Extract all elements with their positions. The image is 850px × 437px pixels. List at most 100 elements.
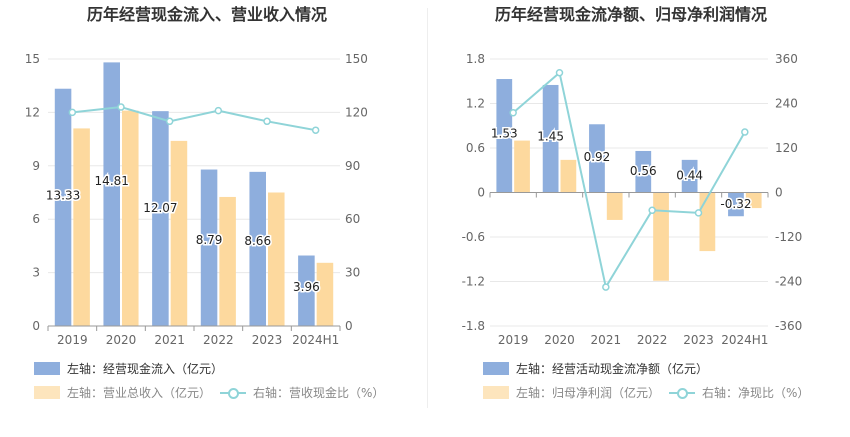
series-point (602, 283, 610, 291)
data-label: 8.79 (196, 233, 223, 247)
y-tick-left: 9 (32, 159, 40, 173)
x-tick-label: 2022 (203, 333, 234, 347)
data-label: 0.44 (676, 169, 703, 183)
bar-secondary (219, 196, 236, 326)
bar-secondary (170, 140, 188, 326)
series-point (311, 126, 320, 134)
x-tick-label: 2024H1 (721, 333, 768, 347)
x-tick-label: 2024H1 (292, 333, 339, 347)
legend-label: 左轴：归母净利润（亿元） (516, 386, 661, 400)
y-tick-right: 120 (775, 141, 798, 155)
series-point (214, 106, 223, 115)
bar-primary (298, 255, 315, 326)
series-point (741, 128, 749, 136)
bar-primary (200, 169, 218, 326)
data-label: 13.33 (46, 188, 80, 202)
legend-line-icon (220, 386, 246, 399)
chart-title: 历年经营现金流入、营业收入情况 (87, 5, 327, 24)
data-label: 0.56 (630, 164, 657, 178)
bar-secondary (122, 110, 139, 327)
data-label: 3.96 (293, 280, 320, 294)
x-tick-label: 2019 (57, 333, 88, 347)
series-point (509, 109, 517, 117)
bar-secondary (514, 140, 530, 193)
y-tick-left: -0.6 (462, 230, 485, 244)
legend-item-revenue[interactable]: 左轴：营业总收入（亿元） (34, 384, 211, 401)
bar-secondary (745, 192, 762, 209)
x-tick-label: 2020 (544, 333, 575, 347)
y-tick-right: 0 (775, 186, 783, 200)
y-tick-right: 360 (775, 52, 798, 66)
series-point (648, 206, 656, 215)
legend-swatch (483, 362, 509, 375)
series-point (165, 117, 174, 126)
x-tick-label: 2023 (252, 333, 283, 347)
y-tick-left: 15 (25, 52, 40, 66)
bar-primary (681, 159, 698, 193)
legend-swatch (34, 362, 60, 375)
y-tick-right: 240 (775, 97, 798, 111)
chart-title: 历年经营现金流净额、归母净利润情况 (495, 5, 767, 24)
y-tick-right: 90 (345, 159, 360, 173)
bar-secondary (268, 192, 285, 326)
y-tick-right: 120 (345, 105, 368, 119)
y-tick-left: 6 (32, 212, 40, 226)
y-tick-right: -360 (775, 319, 802, 333)
series-line (72, 106, 316, 132)
bar-secondary (699, 192, 716, 252)
data-label: 14.81 (95, 174, 129, 188)
series-point (117, 103, 125, 111)
y-tick-left: 1.2 (466, 97, 485, 111)
y-tick-left: -1.8 (462, 319, 485, 333)
data-label: 12.07 (143, 201, 177, 215)
y-tick-right: -240 (775, 275, 802, 289)
legend-item-net-profit[interactable]: 左轴：归母净利润（亿元） (483, 384, 660, 401)
data-label: 1.45 (537, 130, 564, 144)
y-tick-right: -120 (775, 230, 802, 244)
y-tick-left: 0 (32, 319, 40, 333)
y-tick-right: 150 (345, 52, 368, 66)
y-tick-right: 30 (345, 266, 360, 280)
y-tick-left: 1.8 (466, 52, 485, 66)
chart-panel-cash-inflow-revenue: 历年经营现金流入、营业收入情况 0 0 3 30 6 60 9 90 12 120 15 150 201… (25, 5, 368, 347)
bar-primary (249, 171, 266, 326)
y-tick-right: 0 (345, 319, 353, 333)
legend-item-net-cash-ratio[interactable]: 右轴：净现比（%） (669, 384, 809, 401)
legend-label: 左轴：经营活动现金流净额（亿元） (516, 362, 709, 376)
bar-primary (496, 79, 513, 193)
bar-primary (152, 111, 169, 327)
series-point (68, 108, 77, 117)
series-point (555, 68, 564, 77)
x-tick-label: 2022 (637, 333, 668, 347)
legend-label: 左轴：营业总收入（亿元） (67, 386, 212, 400)
bar-primary (54, 88, 72, 326)
chart-panel-net-cash-profit: 历年经营现金流净额、归母净利润情况 -1.8 -360 -1.2 -240 -0.6 -1… (462, 5, 803, 347)
series-point (263, 117, 271, 126)
x-tick-label: 2020 (106, 333, 137, 347)
bar-secondary (560, 159, 577, 193)
legend-label: 右轴：净现比（%） (702, 386, 810, 400)
x-tick-label: 2019 (498, 333, 529, 347)
bar-secondary (316, 262, 334, 326)
bar-primary (542, 84, 559, 193)
y-tick-left: 0 (477, 186, 485, 200)
y-tick-left: 3 (32, 266, 40, 280)
legend-item-cash-inflow[interactable]: 左轴：经营现金流入（亿元） (34, 360, 223, 377)
x-tick-label: 2023 (683, 333, 714, 347)
data-label: 1.53 (491, 126, 518, 140)
data-label: 0.92 (584, 150, 611, 164)
bar-primary (103, 62, 120, 327)
bar-secondary (653, 192, 669, 281)
data-label: 8.66 (244, 234, 271, 248)
y-tick-left: 12 (25, 105, 40, 119)
legend-item-revenue-cash-ratio[interactable]: 右轴：营收现金比（%） (220, 384, 384, 401)
x-tick-label: 2021 (154, 333, 185, 347)
legend-item-net-operating-cash[interactable]: 左轴：经营活动现金流净额（亿元） (483, 360, 708, 377)
bar-primary (635, 150, 652, 193)
legend-swatch (483, 386, 509, 399)
series-point (694, 209, 703, 217)
y-tick-left: 0.6 (466, 141, 485, 155)
legend-line-icon (669, 386, 695, 399)
panel-divider (427, 8, 428, 408)
legend-label: 右轴：营收现金比（%） (253, 386, 385, 400)
